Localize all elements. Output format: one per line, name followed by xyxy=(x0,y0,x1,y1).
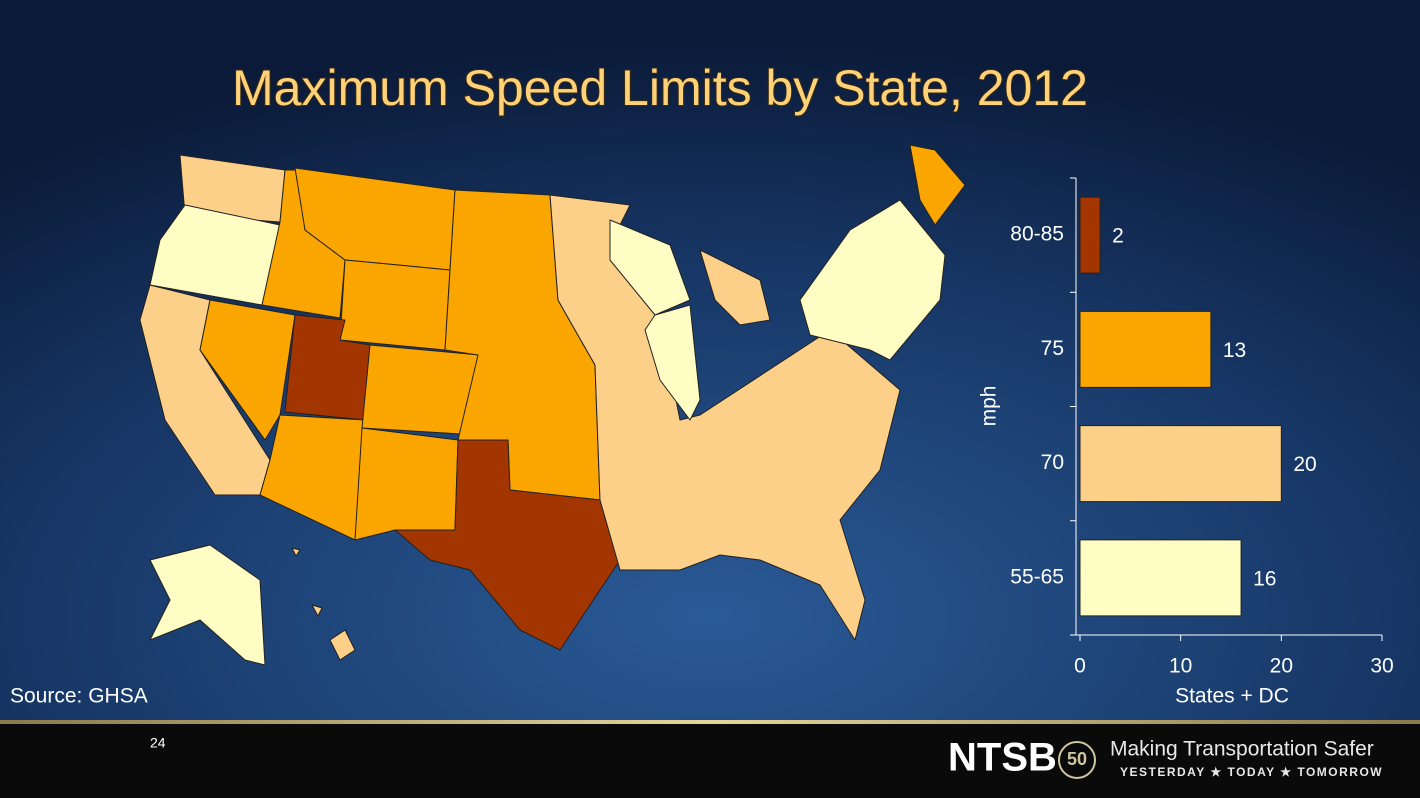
value-label: 13 xyxy=(1223,339,1246,362)
bar xyxy=(1079,539,1242,617)
bar xyxy=(1079,196,1101,274)
x-tick-label: 20 xyxy=(1270,655,1293,678)
divider xyxy=(0,720,1420,724)
source-note: Source: GHSA xyxy=(10,685,148,708)
value-label: 2 xyxy=(1112,225,1124,248)
bar xyxy=(1079,310,1212,388)
y-tick-label: 75 xyxy=(1041,337,1064,360)
y-tick-label: 55-65 xyxy=(1010,565,1064,588)
y-axis-label: mph xyxy=(978,386,1001,427)
badge: 50 xyxy=(1067,749,1087,769)
x-tick-label: 10 xyxy=(1169,655,1192,678)
footer-band xyxy=(0,724,1420,798)
bar-chart: States + DC mph 0 10 20 30 80-85 2 75 13 70 20 55-… xyxy=(978,177,1394,708)
x-tick-label: 0 xyxy=(1074,655,1086,678)
badge-ring xyxy=(1058,741,1096,779)
y-tick-label: 70 xyxy=(1041,451,1064,474)
tagline: Making Transportation Safer xyxy=(1110,738,1374,761)
x-tick-label: 30 xyxy=(1370,655,1393,678)
logo: NTSB xyxy=(948,736,1057,780)
motto: YESTERDAY ★ TODAY ★ TOMORROW xyxy=(1120,765,1383,779)
y-tick-label: 80-85 xyxy=(1010,223,1064,246)
us-map xyxy=(139,144,966,666)
bar xyxy=(1079,425,1282,503)
x-axis-label: States + DC xyxy=(1175,685,1289,708)
value-label: 16 xyxy=(1253,567,1276,590)
page-number: 24 xyxy=(150,735,166,751)
value-label: 20 xyxy=(1293,453,1316,476)
slide-title: Maximum Speed Limits by State, 2012 xyxy=(232,60,1088,116)
